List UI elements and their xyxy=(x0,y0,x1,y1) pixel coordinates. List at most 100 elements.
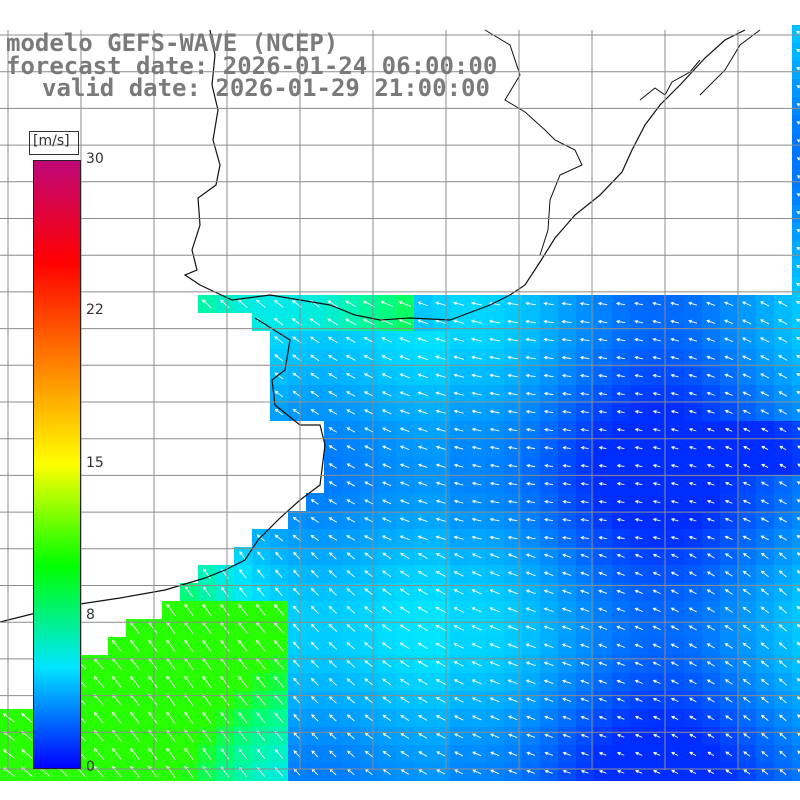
wind-arrow xyxy=(706,337,716,342)
wind-arrow xyxy=(562,427,571,432)
wind-arrow xyxy=(328,445,337,451)
wind-arrow xyxy=(525,715,536,720)
wind-arrow xyxy=(652,643,661,649)
wind-arrow xyxy=(399,678,410,686)
wind-arrow xyxy=(761,463,769,468)
wind-arrow xyxy=(257,569,265,579)
wind-arrow xyxy=(598,446,607,450)
wind-arrow xyxy=(112,639,122,652)
wind-arrow xyxy=(239,569,247,579)
wind-arrow xyxy=(381,535,392,541)
wind-arrow xyxy=(274,336,284,344)
wind-arrow xyxy=(725,751,733,757)
wind-arrow xyxy=(382,696,392,704)
wind-arrow xyxy=(220,639,230,652)
wind-arrow xyxy=(580,464,589,468)
wind-arrow xyxy=(453,391,464,396)
wind-arrow xyxy=(293,569,301,578)
wind-arrow xyxy=(507,463,518,468)
wind-arrow xyxy=(507,319,519,324)
wind-arrow xyxy=(796,246,800,251)
wind-arrow xyxy=(436,769,446,775)
wind-arrow xyxy=(796,121,800,125)
wind-arrow xyxy=(417,481,428,486)
wind-arrow xyxy=(507,337,519,342)
wind-arrow xyxy=(399,606,410,614)
wind-arrow xyxy=(796,517,800,521)
wind-arrow xyxy=(652,607,661,613)
wind-arrow xyxy=(130,747,140,760)
wind-arrow xyxy=(273,640,284,652)
wind-arrow xyxy=(760,535,769,541)
wind-arrow xyxy=(634,751,643,756)
wind-arrow xyxy=(741,301,752,307)
wind-arrow xyxy=(634,733,643,738)
wind-arrow xyxy=(399,391,410,397)
wind-arrow xyxy=(417,463,428,468)
wind-arrow xyxy=(202,747,212,760)
wind-arrow xyxy=(435,391,446,396)
title-forecast-date: forecast date: 2026-01-24 06:00:00 xyxy=(6,52,498,80)
wind-arrow xyxy=(706,607,715,613)
wind-arrow xyxy=(759,319,770,325)
wind-arrow xyxy=(310,569,319,578)
wind-arrow xyxy=(292,408,301,416)
wind-arrow xyxy=(544,481,553,486)
wind-arrow xyxy=(364,552,374,560)
wind-arrow xyxy=(489,427,500,432)
wind-arrow xyxy=(543,355,554,360)
wind-arrow xyxy=(328,372,338,379)
wind-arrow xyxy=(328,463,337,469)
wind-arrow xyxy=(364,660,374,668)
wind-arrow xyxy=(489,517,500,522)
wind-arrow xyxy=(670,409,679,414)
wind-arrow xyxy=(778,552,787,560)
wind-arrow xyxy=(525,427,536,432)
wind-arrow xyxy=(706,445,715,450)
wind-arrow xyxy=(328,570,337,578)
wind-arrow xyxy=(688,589,697,595)
wind-arrow xyxy=(724,535,733,540)
wind-arrow xyxy=(472,751,482,757)
wind-arrow xyxy=(580,697,589,702)
wind-arrow xyxy=(112,711,122,724)
wind-arrow xyxy=(652,337,661,342)
wind-cell xyxy=(792,403,800,421)
wind-arrow xyxy=(634,679,643,684)
wind-arrow xyxy=(507,553,518,559)
wind-arrow xyxy=(796,354,800,359)
wind-arrow xyxy=(257,587,265,597)
wind-arrow xyxy=(310,408,319,415)
wind-arrow xyxy=(399,517,410,523)
wind-arrow xyxy=(526,481,536,486)
wind-arrow xyxy=(346,517,356,523)
wind-arrow xyxy=(616,679,625,684)
wind-arrow xyxy=(507,643,518,649)
wind-arrow xyxy=(561,607,572,612)
wind-arrow xyxy=(796,264,800,269)
wind-arrow xyxy=(634,769,643,774)
wind-arrow xyxy=(670,355,679,360)
wind-arrow xyxy=(417,715,428,721)
wind-arrow xyxy=(598,751,607,756)
wind-arrow xyxy=(382,678,392,686)
wind-arrow xyxy=(580,446,589,450)
wind-arrow xyxy=(544,769,553,774)
wind-arrow xyxy=(292,659,301,669)
wind-arrow xyxy=(435,373,447,378)
wind-arrow xyxy=(778,355,788,361)
wind-arrow xyxy=(598,464,607,468)
wind-arrow xyxy=(724,625,733,631)
wind-arrow xyxy=(724,499,733,504)
wind-arrow xyxy=(508,769,518,774)
wind-arrow xyxy=(256,639,266,652)
wind-arrow xyxy=(399,570,410,578)
wind-arrow xyxy=(634,337,644,342)
wind-arrow xyxy=(634,625,643,630)
wind-arrow xyxy=(598,607,608,612)
wind-arrow xyxy=(489,445,500,450)
wind-arrow xyxy=(489,715,500,721)
wind-arrow xyxy=(724,571,733,577)
wind-arrow xyxy=(616,751,625,756)
wind-arrow xyxy=(543,409,554,414)
